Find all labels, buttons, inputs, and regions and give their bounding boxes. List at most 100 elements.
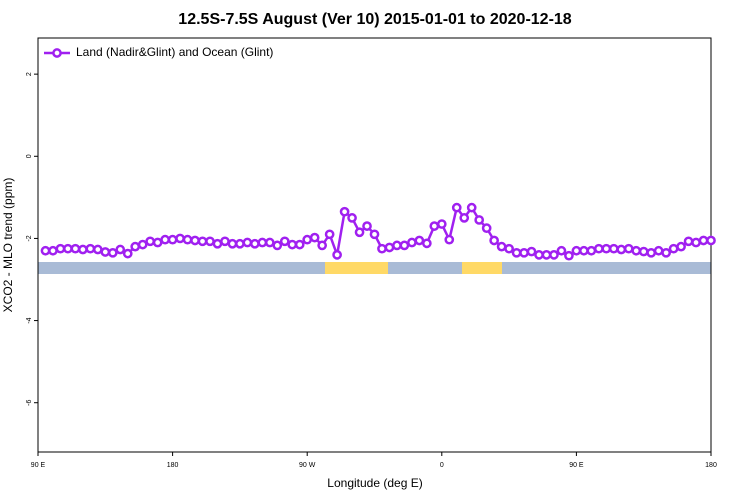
- point: [55, 243, 66, 254]
- point: [691, 237, 701, 248]
- point: [646, 247, 657, 258]
- point: [137, 239, 148, 250]
- point: [107, 247, 118, 258]
- point: [541, 250, 552, 260]
- point: [429, 221, 440, 231]
- point: [294, 239, 305, 250]
- x-tick-label: 90 W: [299, 462, 316, 469]
- point: [466, 202, 477, 213]
- point: [205, 236, 215, 247]
- point: [586, 245, 597, 256]
- point: [70, 243, 81, 254]
- y-tick-label: -6: [26, 400, 33, 406]
- point: [63, 243, 73, 254]
- point: [579, 245, 589, 256]
- point: [556, 245, 567, 256]
- point: [190, 235, 200, 246]
- y-tick-label: 2: [26, 72, 33, 76]
- point: [474, 215, 485, 225]
- point: [683, 236, 694, 247]
- point: [526, 246, 537, 257]
- point: [279, 236, 290, 247]
- point: [317, 240, 328, 251]
- point: [638, 246, 649, 257]
- point: [250, 238, 260, 249]
- point: [451, 202, 462, 213]
- point: [354, 227, 365, 238]
- point: [220, 236, 230, 247]
- point: [399, 240, 410, 251]
- point: [564, 250, 574, 261]
- point: [706, 235, 716, 246]
- point: [676, 241, 686, 252]
- x-tick-label: 0: [440, 462, 444, 469]
- point: [167, 234, 178, 245]
- point: [48, 245, 58, 256]
- x-tick-label: 180: [167, 462, 179, 469]
- point: [347, 213, 357, 223]
- point: [85, 243, 96, 254]
- point: [534, 250, 544, 260]
- point: [421, 238, 432, 249]
- point: [175, 233, 185, 244]
- y-tick-label: -4: [26, 317, 33, 323]
- point: [668, 243, 679, 254]
- x-axis-label: Longitude (deg E): [327, 476, 422, 490]
- point: [145, 236, 156, 247]
- point: [698, 235, 709, 246]
- point: [608, 243, 619, 254]
- point: [481, 223, 492, 234]
- legend-marker: [52, 48, 62, 58]
- land-strip: [462, 262, 502, 274]
- point: [235, 238, 245, 249]
- point: [78, 244, 88, 255]
- point: [616, 244, 627, 255]
- point: [377, 243, 387, 254]
- point: [287, 239, 298, 250]
- point: [182, 234, 193, 245]
- point: [414, 235, 425, 246]
- point: [407, 237, 417, 248]
- point: [601, 243, 612, 254]
- point: [571, 245, 582, 256]
- point: [130, 241, 141, 252]
- point: [504, 243, 514, 254]
- point: [459, 213, 470, 223]
- point: [115, 244, 126, 255]
- point: [444, 234, 455, 245]
- y-axis-label: XCO2 - MLO trend (ppm): [1, 178, 15, 313]
- x-tick-label: 90 E: [31, 462, 46, 469]
- point: [324, 229, 335, 240]
- point: [593, 243, 604, 254]
- point: [309, 232, 320, 243]
- point: [152, 237, 163, 248]
- point: [392, 240, 402, 251]
- y-tick-label: 0: [26, 154, 33, 158]
- point: [197, 236, 208, 247]
- point: [100, 247, 111, 257]
- point: [40, 245, 51, 256]
- point: [362, 221, 372, 231]
- point: [623, 243, 634, 254]
- point: [227, 238, 238, 249]
- point: [339, 206, 350, 217]
- land-ocean-strip: [38, 262, 711, 274]
- x-tick-label: 180: [705, 462, 717, 469]
- point: [496, 241, 507, 252]
- point: [257, 237, 268, 248]
- point: [242, 237, 253, 248]
- point: [436, 219, 447, 229]
- point: [653, 245, 664, 256]
- point: [92, 244, 103, 255]
- y-tick-label: -2: [26, 235, 33, 241]
- point: [511, 247, 522, 258]
- point: [661, 247, 671, 258]
- point: [489, 235, 499, 246]
- point: [272, 240, 283, 251]
- point: [631, 245, 642, 256]
- point: [212, 238, 223, 249]
- point: [160, 234, 170, 245]
- point: [264, 237, 275, 248]
- point: [332, 250, 342, 260]
